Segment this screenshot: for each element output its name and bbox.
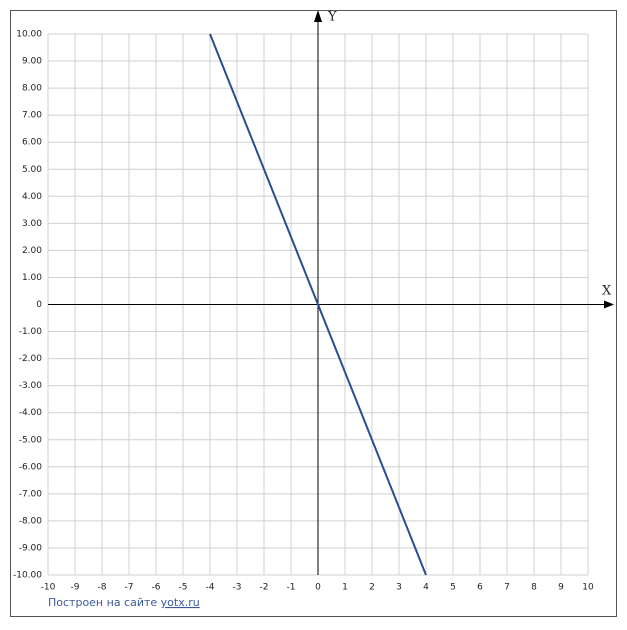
y-tick-label: -7.00 [19, 489, 43, 499]
x-tick-label: -5 [179, 583, 188, 593]
x-axis-label: X [602, 284, 612, 299]
x-tick-label: -9 [71, 583, 80, 593]
x-tick-label: -4 [206, 583, 215, 593]
y-tick-label: 3.00 [22, 219, 42, 229]
y-tick-label: 10.00 [16, 30, 42, 40]
x-tick-label: -2 [260, 583, 269, 593]
footer-link[interactable]: yotx.ru [161, 596, 200, 609]
y-tick-label: -6.00 [19, 462, 43, 472]
x-tick-label: 4 [423, 583, 429, 593]
y-tick-label: -1.00 [19, 327, 43, 337]
x-axis-arrow [604, 300, 614, 309]
y-axis-arrow [314, 10, 322, 22]
x-tick-label: 7 [504, 583, 510, 593]
x-tick-label: 9 [558, 583, 564, 593]
y-tick-label: -10.00 [13, 571, 42, 581]
x-tick-label: -8 [98, 583, 107, 593]
y-tick-label: 9.00 [22, 57, 42, 67]
x-tick-label: 3 [396, 583, 402, 593]
x-tick-label: 0 [315, 583, 321, 593]
y-axis-label: Y [327, 10, 337, 25]
y-tick-label: -8.00 [19, 516, 43, 526]
y-tick-label: -2.00 [19, 354, 43, 364]
x-tick-label: 1 [342, 583, 348, 593]
y-tick-label: 0 [36, 300, 42, 310]
y-tick-label: 4.00 [22, 192, 42, 202]
x-tick-label: -6 [152, 583, 161, 593]
x-tick-label: -1 [287, 583, 296, 593]
data-line [209, 33, 427, 576]
y-tick-label: -5.00 [19, 435, 43, 445]
x-tick-label: 6 [477, 583, 483, 593]
frame [10, 10, 617, 617]
x-tick-label: -3 [233, 583, 242, 593]
y-tick-label: 7.00 [22, 111, 42, 121]
x-tick-label: 8 [531, 583, 537, 593]
footer: Построен на сайте yotx.ru [48, 596, 200, 609]
x-tick-label: -7 [125, 583, 134, 593]
y-tick-label: 6.00 [22, 138, 42, 148]
x-tick-label: -10 [41, 583, 56, 593]
y-tick-label: 8.00 [22, 84, 42, 94]
y-tick-label: -9.00 [19, 543, 43, 553]
x-tick-label: 10 [582, 583, 594, 593]
y-tick-label: 5.00 [22, 165, 42, 175]
y-tick-label: -4.00 [19, 408, 43, 418]
footer-text: Построен на сайте [48, 596, 157, 609]
y-tick-label: 1.00 [22, 273, 42, 283]
y-tick-label: 2.00 [22, 246, 42, 256]
x-tick-label: 2 [369, 583, 375, 593]
x-tick-label: 5 [450, 583, 456, 593]
y-tick-label: -3.00 [19, 381, 43, 391]
